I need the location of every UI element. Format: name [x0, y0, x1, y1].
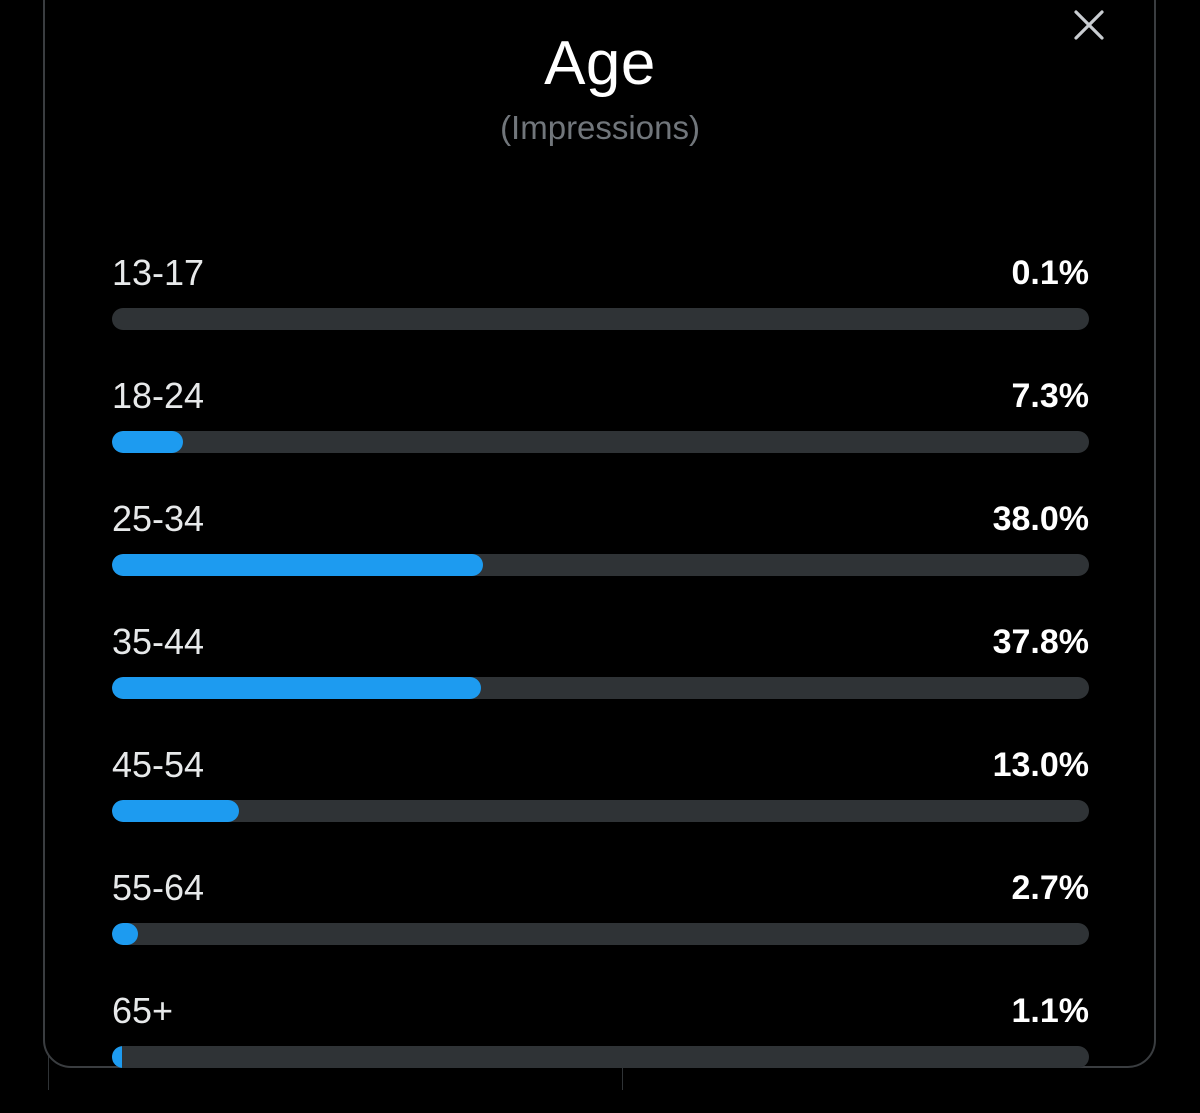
age-range-label: 25-34	[112, 498, 205, 539]
age-bar-chart: 13-17 0.1% 18-24 7.3% 25-34 38.0% 35-44 37.8% 45…	[112, 252, 1089, 1113]
progress-fill	[112, 923, 139, 945]
progress-track	[112, 677, 1089, 699]
age-percentage-value: 2.7%	[1011, 869, 1090, 907]
age-range-label: 55-64	[112, 867, 205, 908]
age-percentage-value: 1.1%	[1011, 992, 1090, 1030]
background-divider-left	[48, 1040, 49, 1090]
age-row-55-64: 55-64 2.7%	[112, 867, 1089, 990]
age-percentage-value: 38.0%	[992, 500, 1089, 538]
age-row-65-plus: 65+ 1.1%	[112, 990, 1089, 1113]
progress-track	[112, 308, 1089, 330]
age-row-13-17: 13-17 0.1%	[112, 252, 1089, 375]
progress-fill	[112, 1046, 122, 1068]
age-row-18-24: 18-24 7.3%	[112, 375, 1089, 498]
age-row-header: 55-64 2.7%	[112, 867, 1089, 923]
progress-track	[112, 554, 1089, 576]
age-row-header: 18-24 7.3%	[112, 375, 1089, 431]
age-percentage-value: 7.3%	[1011, 377, 1090, 415]
page-subtitle: (Impressions)	[500, 109, 700, 146]
close-icon	[1074, 10, 1104, 40]
progress-track	[112, 431, 1089, 453]
age-range-label: 35-44	[112, 621, 205, 662]
age-percentage-value: 0.1%	[1011, 254, 1090, 292]
age-demographics-modal	[43, 0, 1156, 1068]
age-row-header: 13-17 0.1%	[112, 252, 1089, 308]
progress-fill	[112, 677, 482, 699]
age-row-header: 25-34 38.0%	[112, 498, 1089, 554]
age-range-label: 45-54	[112, 744, 205, 785]
close-button[interactable]	[1070, 6, 1108, 44]
age-row-header: 65+ 1.1%	[112, 990, 1089, 1046]
page-title: Age	[544, 29, 656, 98]
progress-track	[112, 1046, 1089, 1068]
progress-fill	[112, 800, 239, 822]
age-percentage-value: 13.0%	[992, 746, 1089, 784]
age-percentage-value: 37.8%	[992, 623, 1089, 661]
age-row-header: 45-54 13.0%	[112, 744, 1089, 800]
progress-track	[112, 923, 1089, 945]
age-range-label: 18-24	[112, 375, 205, 416]
progress-fill	[112, 554, 484, 576]
age-range-label: 65+	[112, 990, 174, 1031]
age-row-25-34: 25-34 38.0%	[112, 498, 1089, 621]
age-range-label: 13-17	[112, 252, 205, 293]
age-row-35-44: 35-44 37.8%	[112, 621, 1089, 744]
age-row-header: 35-44 37.8%	[112, 621, 1089, 677]
age-row-45-54: 45-54 13.0%	[112, 744, 1089, 867]
progress-track	[112, 800, 1089, 822]
progress-fill	[112, 431, 184, 453]
